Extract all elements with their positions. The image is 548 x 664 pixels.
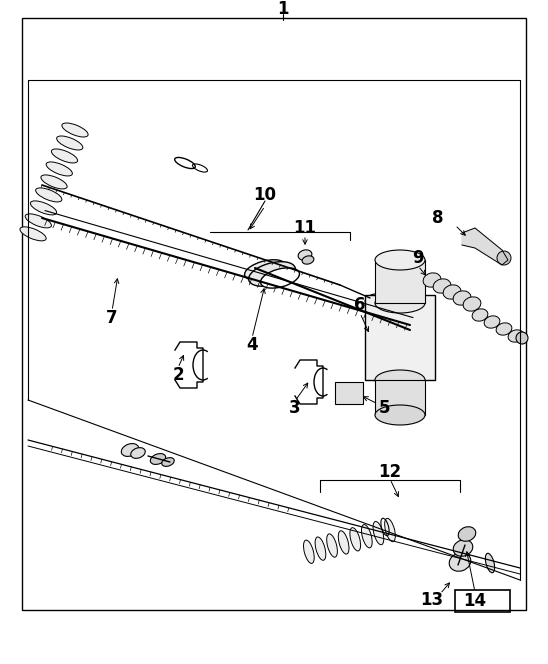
Ellipse shape <box>260 268 299 288</box>
Text: 4: 4 <box>246 336 258 354</box>
Ellipse shape <box>36 188 62 202</box>
Ellipse shape <box>453 540 473 556</box>
Circle shape <box>497 251 511 265</box>
Ellipse shape <box>20 227 46 241</box>
Text: 5: 5 <box>379 399 391 417</box>
Polygon shape <box>462 228 508 265</box>
Ellipse shape <box>375 293 425 313</box>
Ellipse shape <box>365 294 385 306</box>
Text: 11: 11 <box>294 219 317 237</box>
Ellipse shape <box>486 553 495 573</box>
Ellipse shape <box>375 370 425 390</box>
Ellipse shape <box>350 528 361 551</box>
Ellipse shape <box>244 260 286 280</box>
Ellipse shape <box>302 256 314 264</box>
Text: 14: 14 <box>464 592 487 610</box>
Text: 1: 1 <box>277 0 289 18</box>
Ellipse shape <box>62 123 88 137</box>
Ellipse shape <box>52 149 78 163</box>
Ellipse shape <box>41 175 67 189</box>
Ellipse shape <box>385 519 395 542</box>
Ellipse shape <box>375 405 425 425</box>
Bar <box>22 18 526 610</box>
Bar <box>455 590 510 612</box>
Text: 13: 13 <box>420 591 443 609</box>
Ellipse shape <box>377 298 393 308</box>
Ellipse shape <box>484 316 500 328</box>
Bar <box>335 382 363 404</box>
Text: 3: 3 <box>289 399 301 417</box>
Ellipse shape <box>304 540 314 563</box>
Ellipse shape <box>131 448 145 458</box>
Circle shape <box>516 332 528 344</box>
Text: 7: 7 <box>106 309 118 327</box>
Ellipse shape <box>472 309 488 321</box>
Text: 2: 2 <box>172 366 184 384</box>
Ellipse shape <box>31 201 56 215</box>
Ellipse shape <box>327 534 338 557</box>
Text: 8: 8 <box>432 209 444 227</box>
Text: 9: 9 <box>412 249 424 267</box>
Ellipse shape <box>25 214 52 228</box>
Ellipse shape <box>373 521 384 544</box>
Ellipse shape <box>56 136 83 150</box>
Ellipse shape <box>449 552 471 571</box>
Ellipse shape <box>443 285 461 299</box>
Text: 12: 12 <box>379 463 402 481</box>
Text: 10: 10 <box>254 186 277 204</box>
Ellipse shape <box>496 323 512 335</box>
Ellipse shape <box>375 250 425 270</box>
Ellipse shape <box>423 273 441 287</box>
Text: 6: 6 <box>354 296 366 314</box>
Ellipse shape <box>298 250 312 260</box>
Ellipse shape <box>315 537 326 560</box>
Ellipse shape <box>453 291 471 305</box>
Ellipse shape <box>433 279 451 293</box>
Bar <box>375 260 425 303</box>
Ellipse shape <box>458 527 476 541</box>
Ellipse shape <box>249 262 295 286</box>
Ellipse shape <box>150 454 165 464</box>
Ellipse shape <box>362 525 372 548</box>
Ellipse shape <box>121 444 139 456</box>
Bar <box>375 380 425 415</box>
Ellipse shape <box>338 531 349 554</box>
Ellipse shape <box>508 330 524 342</box>
Bar <box>365 295 435 380</box>
Ellipse shape <box>162 457 174 466</box>
Ellipse shape <box>46 162 72 176</box>
Ellipse shape <box>463 297 481 311</box>
